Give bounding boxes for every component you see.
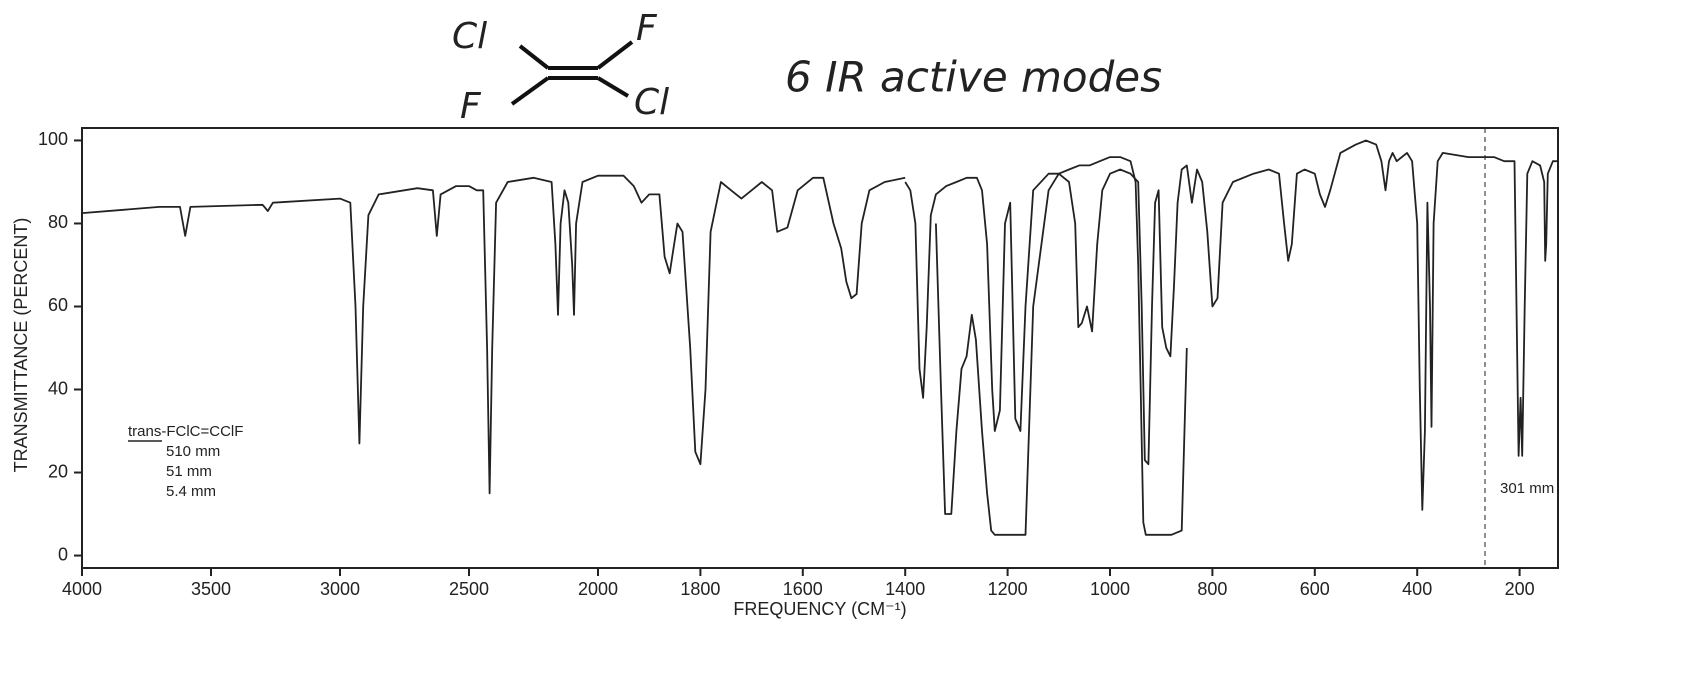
y-tick-label: 60: [48, 295, 68, 315]
x-tick-label: 3000: [320, 579, 360, 599]
y-axis-title: TRANSMITTANCE (PERCENT): [11, 218, 31, 473]
legend-title: trans-FClC=CClF: [128, 423, 243, 440]
x-tick-label: 600: [1300, 579, 1330, 599]
x-tick-label: 800: [1197, 579, 1227, 599]
annotation: F: [460, 86, 482, 127]
spectrum-line: [935, 156, 1188, 536]
y-tick-label: 80: [48, 212, 68, 232]
spectrum-line: [1484, 156, 1558, 457]
structure: [510, 40, 634, 106]
x-tick-label: 4000: [62, 579, 102, 599]
y-tick-label: 20: [48, 461, 68, 481]
annotation: F: [636, 8, 658, 49]
annotation: Cl: [634, 82, 669, 123]
x-tick-label: 1200: [988, 579, 1028, 599]
x-tick-label: 3500: [191, 579, 231, 599]
spectrum-line: [81, 174, 906, 495]
spectrum-line: [904, 139, 1485, 511]
x-tick-label: 1800: [680, 579, 720, 599]
x-tick-label: 1600: [783, 579, 823, 599]
annotation: 6 IR active modes: [785, 53, 1162, 102]
x-tick-label: 2500: [449, 579, 489, 599]
x-tick-label: 1400: [885, 579, 925, 599]
y-tick-label: 100: [38, 129, 68, 149]
legend-entry: 51 mm: [166, 463, 212, 480]
annotation: Cl: [452, 16, 487, 57]
x-tick-label: 400: [1402, 579, 1432, 599]
y-tick-label: 0: [58, 544, 68, 564]
x-tick-label: 2000: [578, 579, 618, 599]
legend-entry: 5.4 mm: [166, 483, 216, 500]
legend-entry: 510 mm: [166, 443, 220, 460]
y-tick-label: 40: [48, 378, 68, 398]
x-tick-label: 1000: [1090, 579, 1130, 599]
x-tick-label: 200: [1505, 579, 1535, 599]
plot-frame: [81, 127, 1559, 569]
legend-entry: 301 mm: [1500, 480, 1554, 497]
x-axis-title: FREQUENCY (CM⁻¹): [733, 599, 906, 619]
